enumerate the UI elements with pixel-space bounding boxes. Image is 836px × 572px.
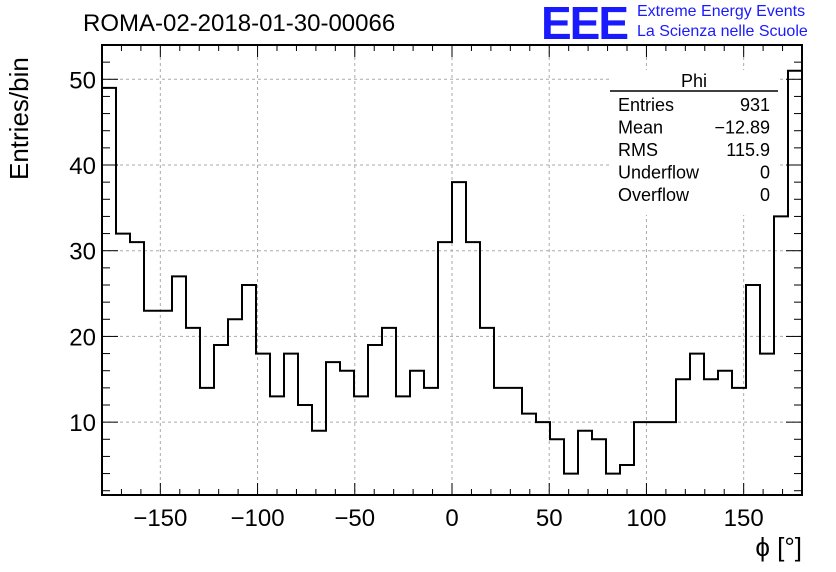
histogram-bin (396, 396, 410, 495)
histogram-bin (452, 182, 466, 495)
histogram-bin (102, 88, 116, 495)
histogram-bin (704, 379, 718, 495)
x-tick-label: 0 (445, 505, 458, 532)
histogram-bin (564, 474, 578, 495)
histogram-bin (648, 422, 662, 495)
histogram-bin (158, 311, 172, 495)
histogram-bin (550, 439, 564, 495)
histogram-bin (116, 234, 130, 495)
stats-value: 931 (740, 95, 770, 115)
histogram-bin (676, 379, 690, 495)
stats-label: Entries (618, 95, 674, 115)
y-tick-label: 30 (69, 239, 96, 266)
histogram-bin (634, 422, 648, 495)
x-tick-label: 100 (626, 505, 666, 532)
histogram-bin (690, 354, 704, 495)
histogram-bin (536, 422, 550, 495)
histogram-bin (494, 388, 508, 495)
y-tick-label: 10 (69, 410, 96, 437)
histogram-bin (732, 388, 746, 495)
histogram-bin (606, 474, 620, 495)
histogram-bin (508, 388, 522, 495)
histogram-bin (284, 354, 298, 495)
histogram-bin (746, 285, 760, 495)
stats-value: 0 (760, 163, 770, 183)
y-tick-label: 40 (69, 153, 96, 180)
histogram-bin (774, 216, 788, 495)
logo-caption: Extreme Energy Events La Scienza nelle S… (637, 2, 808, 42)
stats-label: Underflow (618, 163, 700, 183)
stats-label: Mean (618, 118, 663, 138)
histogram-bin (270, 396, 284, 495)
stats-label: RMS (618, 140, 658, 160)
histogram-bin (228, 319, 242, 495)
x-tick-label: 50 (536, 505, 563, 532)
histogram-bin (662, 422, 676, 495)
histogram-bin (382, 328, 396, 495)
histogram-bin (172, 276, 186, 495)
histogram-bin (578, 431, 592, 495)
histogram-bin (130, 242, 144, 495)
histogram-bin (368, 345, 382, 495)
histogram-bin (186, 328, 200, 495)
logo-line-2: La Scienza nelle Scuole (637, 23, 808, 40)
x-tick-label: 150 (724, 505, 764, 532)
eee-logo: EEE (541, 0, 629, 49)
logo-line-1: Extreme Energy Events (637, 3, 806, 20)
histogram-bin (256, 354, 270, 495)
stats-title: Phi (681, 71, 707, 91)
stats-value: 0 (760, 185, 770, 205)
x-tick-label: −50 (334, 505, 375, 532)
histogram-bin (200, 388, 214, 495)
histogram-bin (144, 311, 158, 495)
run-title: ROMA-02-2018-01-30-00066 (83, 10, 396, 37)
histogram-bin (410, 371, 424, 495)
x-axis-label: ϕ [°] (755, 532, 802, 562)
stats-value: 115.9 (726, 140, 770, 160)
histogram-bin (760, 354, 774, 495)
histogram-bin (340, 371, 354, 495)
histogram-bin (214, 345, 228, 495)
histogram-bin (354, 396, 368, 495)
y-tick-label: 20 (69, 324, 96, 351)
histogram-bin (522, 414, 536, 495)
histogram-bin (480, 328, 494, 495)
stats-value: −12.89 (714, 118, 770, 138)
histogram-bin (438, 242, 452, 495)
histogram-bin (466, 242, 480, 495)
x-tick-label: −150 (133, 505, 187, 532)
histogram-bin (424, 388, 438, 495)
histogram-bin (242, 285, 256, 495)
histogram-bin (326, 362, 340, 495)
x-tick-label: −100 (231, 505, 285, 532)
histogram-bin (788, 71, 802, 495)
histogram-outline (102, 69, 802, 475)
stats-label: Overflow (618, 185, 690, 205)
histogram-bin (592, 439, 606, 495)
stats-box (610, 70, 778, 215)
histogram-bin (312, 431, 326, 495)
y-tick-label: 50 (69, 67, 96, 94)
histogram-bin (718, 371, 732, 495)
histogram-bin (298, 405, 312, 495)
